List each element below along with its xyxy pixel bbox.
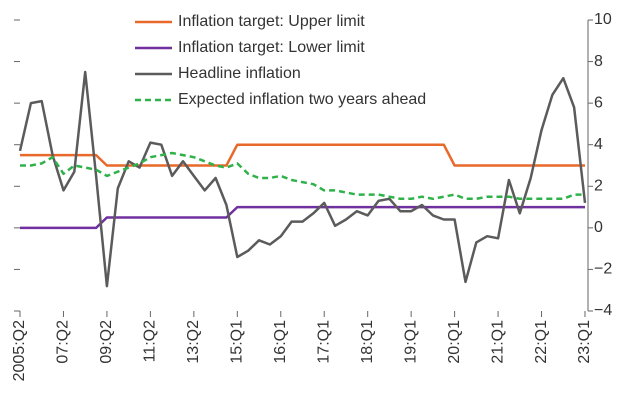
x-tick-label: 18:Q1 (359, 320, 376, 364)
x-tick-label: 09:Q2 (98, 320, 115, 364)
x-tick-label: 22:Q1 (533, 320, 550, 364)
y-tick-label: 0 (594, 219, 603, 236)
y-tick-label: 10 (594, 11, 612, 28)
legend-label: Inflation target: Lower limit (178, 39, 365, 56)
x-tick-label: 20:Q1 (446, 320, 463, 364)
series-line (20, 143, 585, 167)
series-line (18, 70, 587, 288)
y-tick-label: 8 (594, 53, 603, 70)
x-tick-label: 16:Q1 (272, 320, 289, 364)
y-tick-label: 4 (594, 136, 603, 153)
x-tick-label: 21:Q1 (489, 320, 506, 364)
y-tick-label: 6 (594, 94, 603, 111)
y-tick-label: −4 (594, 302, 612, 319)
y-tick-label: 2 (594, 178, 603, 195)
x-tick-label: 11:Q2 (142, 320, 159, 363)
x-tick-label: 15:Q1 (229, 320, 246, 364)
x-tick-label: 13:Q2 (185, 320, 202, 364)
x-tick-label: 23:Q1 (576, 320, 593, 364)
x-tick-label: 19:Q1 (402, 320, 419, 364)
series-line (20, 151, 585, 201)
x-tick-label: 07:Q2 (55, 320, 72, 364)
legend-label: Inflation target: Upper limit (178, 13, 365, 30)
legend-label: Headline inflation (178, 65, 301, 82)
y-tick-label: −2 (594, 261, 612, 278)
x-tick-label: 2005:Q2 (11, 320, 28, 381)
legend-label: Expected inflation two years ahead (178, 91, 426, 108)
x-tick-label: 17:Q1 (315, 320, 332, 364)
